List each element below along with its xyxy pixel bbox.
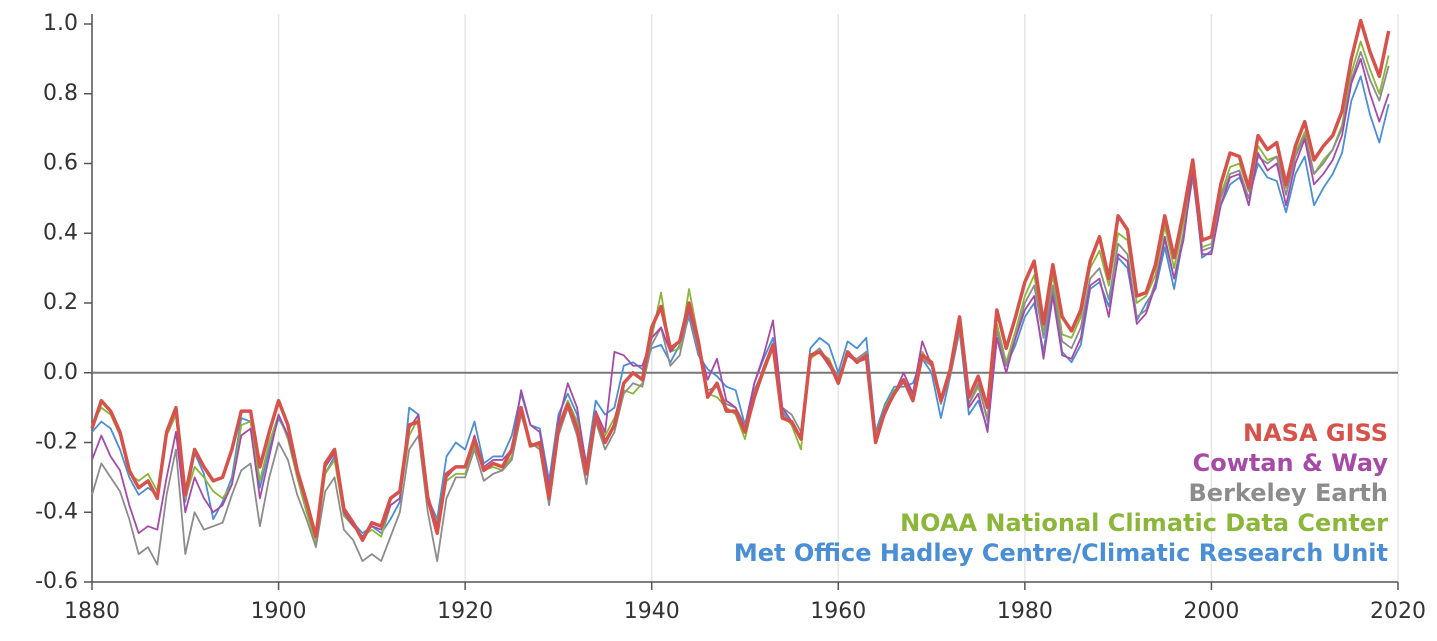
x-tick-label: 2020 [1370, 599, 1426, 624]
y-tick-label: 0.4 [43, 220, 78, 245]
x-tick-label: 1940 [624, 599, 680, 624]
legend-entry: Met Office Hadley Centre/Climatic Resear… [734, 539, 1388, 567]
legend-entry: Cowtan & Way [1193, 449, 1389, 477]
legend-entry: Berkeley Earth [1189, 479, 1389, 507]
legend-entry: NOAA National Climatic Data Center [900, 509, 1388, 537]
x-tick-label: 1960 [810, 599, 866, 624]
y-tick-label: 0.2 [43, 290, 78, 315]
series-line [91, 40, 1390, 545]
series-line [90, 18, 1391, 542]
y-tick-label: 0.8 [43, 81, 78, 106]
x-tick-label: 1980 [997, 599, 1053, 624]
y-tick-label: 0.0 [43, 360, 78, 385]
x-tick-label: 1900 [251, 599, 307, 624]
x-tick-label: 1920 [437, 599, 493, 624]
y-tick-label: 1.0 [43, 11, 78, 36]
legend-entry: NASA GISS [1243, 419, 1388, 447]
y-tick-label: -0.4 [35, 499, 78, 524]
y-tick-label: 0.6 [43, 151, 78, 176]
x-tick-label: 1880 [64, 599, 120, 624]
x-tick-label: 2000 [1183, 599, 1239, 624]
y-tick-label: -0.6 [35, 569, 78, 594]
y-tick-label: -0.2 [35, 430, 78, 455]
